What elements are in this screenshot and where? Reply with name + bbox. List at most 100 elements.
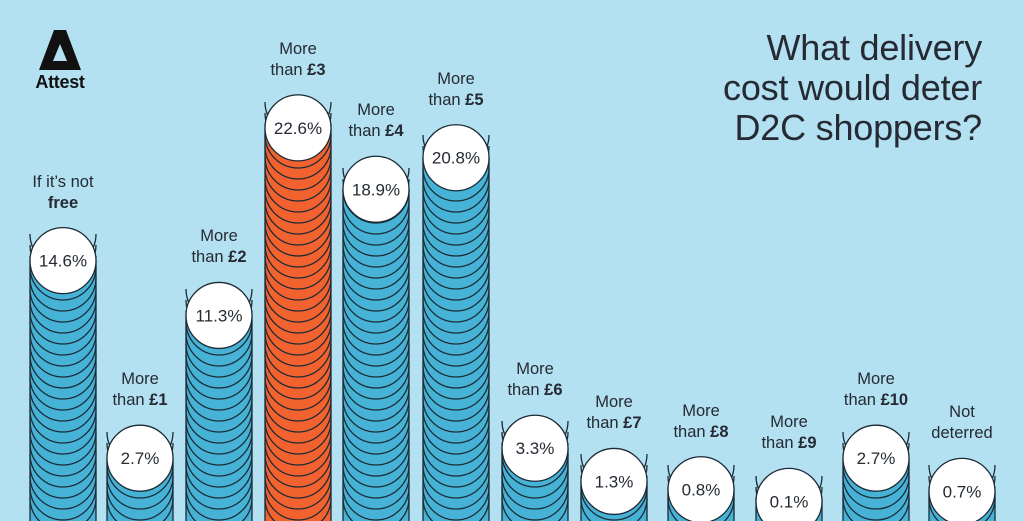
- category-label-line: If it’s not: [32, 172, 94, 191]
- category-label-line: More: [516, 360, 554, 379]
- category-label-line: More: [200, 227, 238, 246]
- category-label-line: deterred: [931, 424, 993, 443]
- coin-edge: [264, 310, 332, 345]
- coin-edge: [264, 486, 332, 521]
- coin-stack: 0.1%: [755, 467, 823, 521]
- coin-edge: [185, 497, 253, 521]
- coin-edge: [29, 442, 97, 477]
- coin-edge: [422, 255, 490, 290]
- value-label: 1.3%: [595, 472, 634, 491]
- coin-cap: [264, 94, 332, 162]
- category-label: If it’s not free: [8, 172, 118, 214]
- value-label: 2.7%: [121, 449, 160, 468]
- coin-edge: [185, 365, 253, 400]
- coin-edge: [29, 387, 97, 422]
- coin-edge: [842, 486, 910, 521]
- coin-edge: [264, 167, 332, 202]
- coin-edge: [264, 332, 332, 367]
- coin-edge: [342, 464, 410, 499]
- coin-stack: 22.6%: [264, 94, 332, 521]
- coin-edge: [842, 475, 910, 510]
- coin-edge: [185, 442, 253, 477]
- coin-edge: [185, 398, 253, 433]
- category-label-line: than £2: [191, 248, 247, 267]
- coin-edge: [501, 453, 569, 488]
- coin-edge: [422, 464, 490, 499]
- attest-triangle-icon: [39, 30, 81, 70]
- coin-edge: [264, 200, 332, 235]
- category-label-line: than £9: [761, 434, 817, 453]
- coin-stack: 18.9%: [342, 155, 410, 521]
- category-label: More than £7: [559, 392, 669, 434]
- coin-cap: [755, 467, 823, 521]
- category-label-line: More: [857, 370, 895, 389]
- coin-edge: [264, 442, 332, 477]
- coin-edge: [422, 266, 490, 301]
- coin-edge: [264, 365, 332, 400]
- coin-edge: [422, 442, 490, 477]
- coin-edge: [264, 244, 332, 279]
- coin-edge: [29, 497, 97, 521]
- title-line: What delivery: [766, 27, 983, 68]
- coin-edge: [185, 343, 253, 378]
- coin-edge: [29, 277, 97, 312]
- coin-stack: 3.3%: [501, 414, 569, 521]
- title-line: cost would deter: [723, 67, 982, 108]
- coin-edge: [106, 475, 174, 510]
- brand-logo: Attest: [30, 30, 90, 93]
- coin-edge: [422, 497, 490, 521]
- coin-edge: [422, 299, 490, 334]
- category-label-line: than £8: [673, 422, 729, 441]
- category-label-line: More: [279, 39, 317, 58]
- coin-edge: [342, 211, 410, 246]
- coin-edge: [264, 178, 332, 213]
- coin-edge: [264, 376, 332, 411]
- coin-edge: [342, 321, 410, 356]
- coin-edge: [422, 244, 490, 279]
- coin-edge: [342, 475, 410, 510]
- category-label-line: free: [47, 193, 79, 212]
- coin-edge: [422, 189, 490, 224]
- coin-edge: [422, 200, 490, 235]
- category-label-line: than £7: [586, 414, 642, 433]
- coin-edge: [342, 365, 410, 400]
- value-label: 3.3%: [516, 439, 555, 458]
- coin-edge: [264, 431, 332, 466]
- coin-edge: [264, 233, 332, 268]
- category-label-line: More: [437, 69, 475, 88]
- coin-edge: [29, 288, 97, 323]
- coin-stack: 0.7%: [928, 457, 996, 521]
- coin-edge: [264, 420, 332, 455]
- coin-edge: [264, 409, 332, 444]
- coin-cap: [842, 424, 910, 492]
- title-line: D2C shoppers?: [734, 107, 982, 148]
- coin-edge: [185, 475, 253, 510]
- coin-edge: [185, 420, 253, 455]
- coin-edge: [264, 266, 332, 301]
- coin-edge: [264, 277, 332, 312]
- coin-edge: [342, 442, 410, 477]
- coin-edge: [29, 310, 97, 345]
- coin-edge: [185, 376, 253, 411]
- coin-edge: [264, 222, 332, 257]
- coin-edge: [185, 332, 253, 367]
- coin-edge: [29, 321, 97, 356]
- category-label: More than £9: [734, 412, 844, 454]
- coin-edge: [342, 244, 410, 279]
- coin-edge: [342, 486, 410, 521]
- brand-name: Attest: [35, 72, 85, 92]
- coin-edge: [342, 222, 410, 257]
- coin-edge: [342, 310, 410, 345]
- coin-edge: [501, 464, 569, 499]
- coin-edge: [264, 343, 332, 378]
- coin-cap: [667, 456, 735, 521]
- category-label: More than £6: [480, 359, 590, 401]
- category-label-line: Not: [949, 403, 975, 422]
- coin-edge: [422, 211, 490, 246]
- category-label: More than £5: [401, 69, 511, 111]
- category-label: More than £4: [321, 100, 431, 142]
- coin-edge: [185, 387, 253, 422]
- coin-edge: [264, 475, 332, 510]
- coin-cap: [185, 281, 253, 350]
